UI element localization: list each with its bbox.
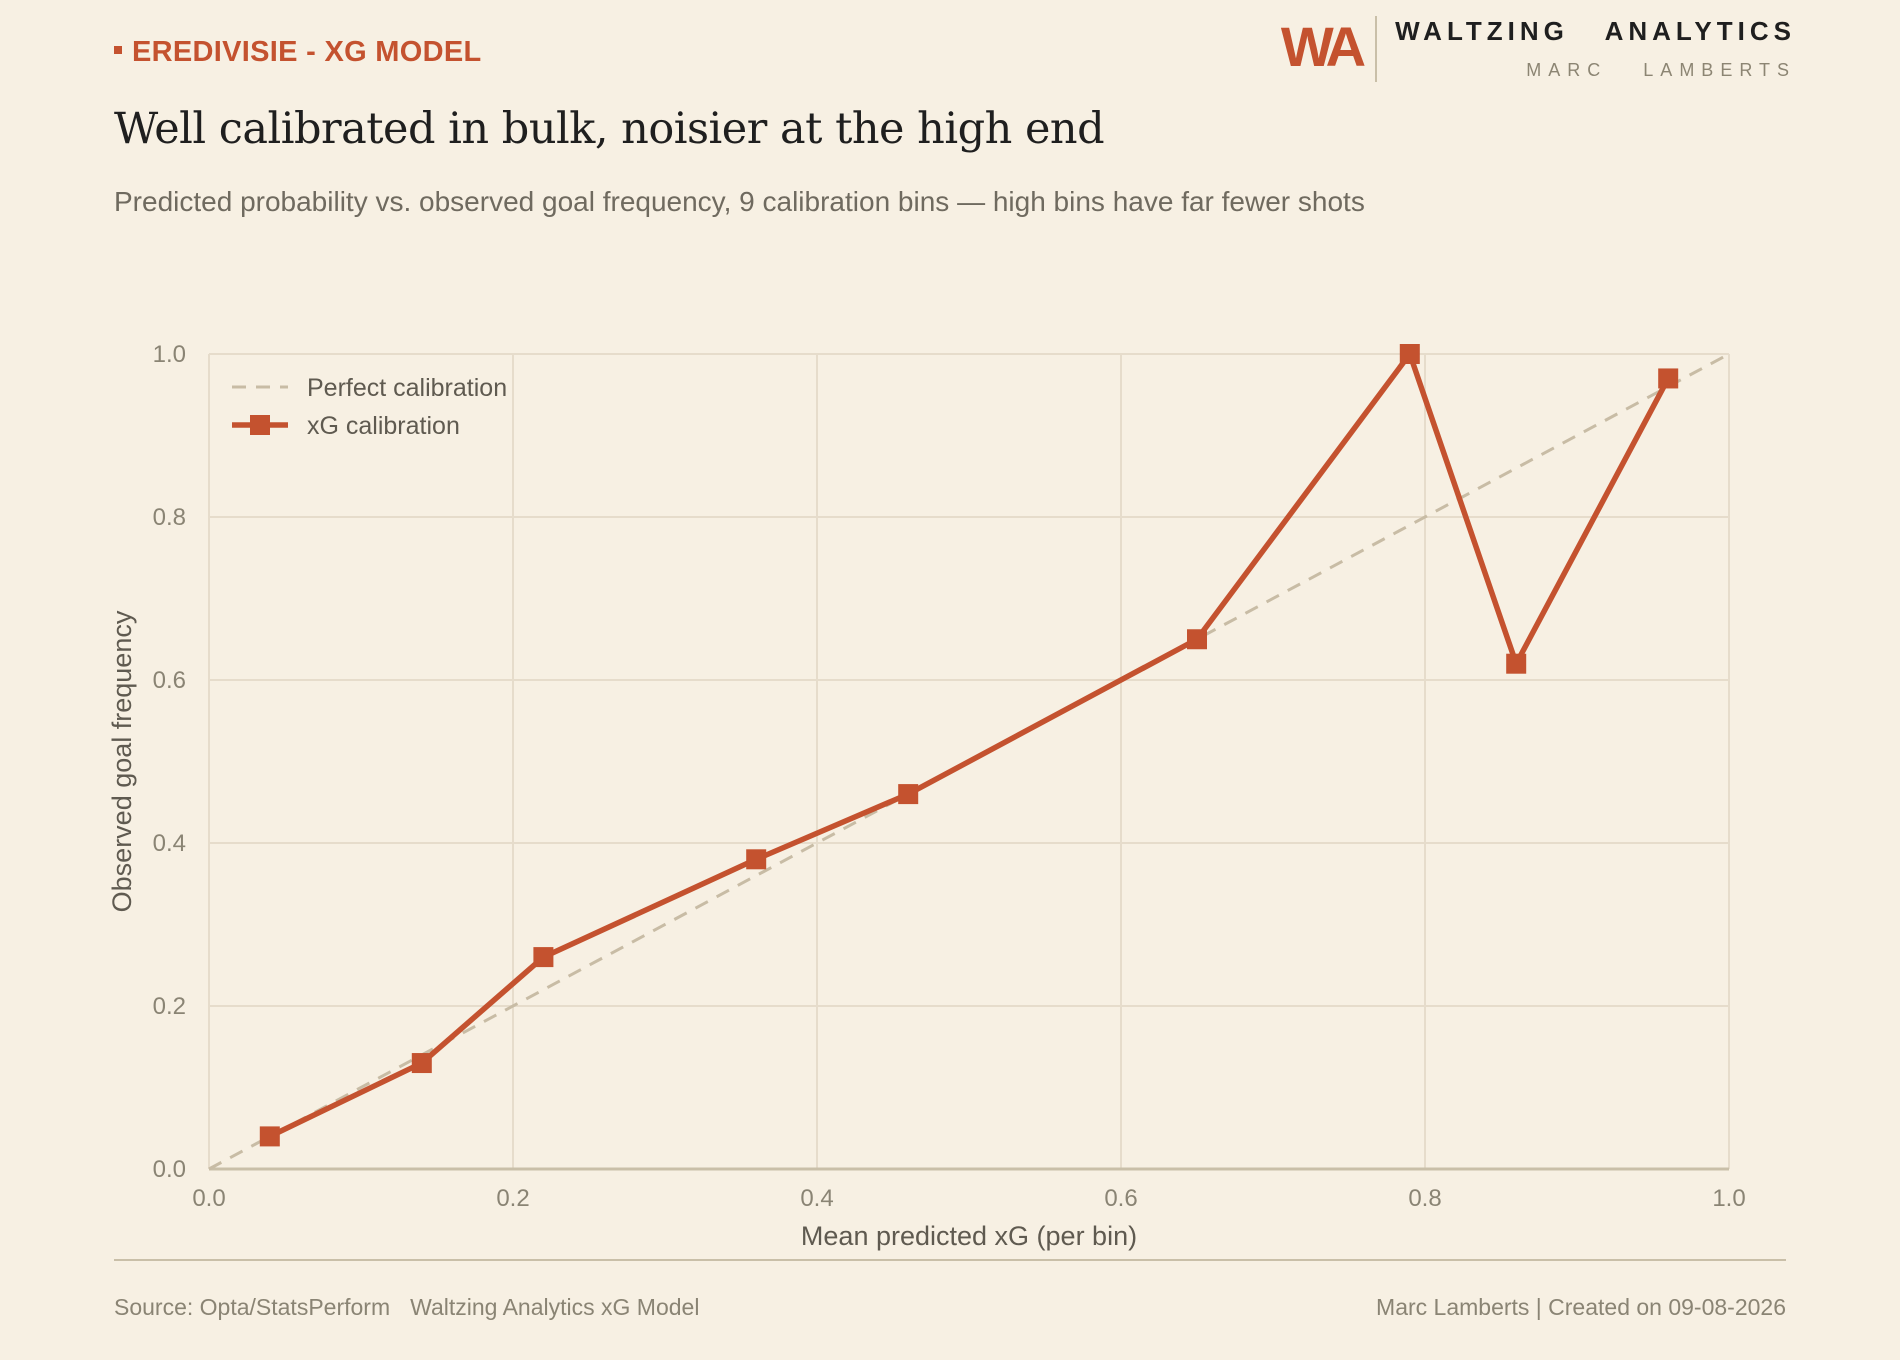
y-tick-label: 1.0 xyxy=(153,341,186,368)
x-tick-label: 0.6 xyxy=(1104,1185,1137,1212)
axis-layer: 0.0 0.2 0.4 0.6 0.8 1.0 0.0 0.2 0.4 0.6 0.8 1.0 xyxy=(153,341,1746,1212)
calibration-point xyxy=(746,849,767,870)
y-tick-label: 0.4 xyxy=(153,830,186,857)
y-tick-label: 0.0 xyxy=(153,1156,186,1183)
footer-source-block: Source: Opta/StatsPerform Waltzing Analyt… xyxy=(114,1294,699,1321)
y-tick-label: 0.6 xyxy=(153,667,186,694)
footer-source: Source: Opta/StatsPerform xyxy=(114,1294,391,1320)
legend-layer: Perfect calibration xG calibration xyxy=(232,374,507,440)
calibration-point xyxy=(1506,653,1527,674)
calibration-line xyxy=(268,351,1671,1139)
x-axis-label: Mean predicted xG (per bin) xyxy=(801,1221,1137,1251)
footer-rule xyxy=(114,1259,1786,1261)
brand-name: WALTZING ANALYTICS xyxy=(1395,16,1796,46)
x-tick-label: 0.2 xyxy=(496,1185,529,1212)
legend-calibration-marker xyxy=(250,415,270,435)
kicker: EREDIVISIE - XG MODEL xyxy=(114,36,482,69)
calibration-point xyxy=(1187,629,1207,650)
page-subtitle: Predicted probability vs. observed goal … xyxy=(114,186,1365,217)
legend-reference-label: Perfect calibration xyxy=(307,374,507,402)
brand-logo: WA xyxy=(1280,15,1366,78)
y-tick-label: 0.2 xyxy=(153,993,186,1020)
brand-divider xyxy=(1375,16,1378,82)
x-tick-label: 0.4 xyxy=(800,1185,833,1212)
y-tick-label: 0.8 xyxy=(153,504,186,531)
kicker-square-icon xyxy=(114,46,122,55)
x-tick-label: 1.0 xyxy=(1712,1185,1745,1212)
series-layer xyxy=(208,344,1730,1171)
kicker-text: EREDIVISIE - XG MODEL xyxy=(132,36,482,68)
brand-text: WALTZING ANALYTICS MARC LAMBERTS xyxy=(1395,16,1796,81)
brand-block: WA WALTZING ANALYTICS MARC LAMBERTS xyxy=(1281,16,1796,88)
legend-calibration-label: xG calibration xyxy=(307,412,460,440)
calibration-point xyxy=(259,1126,280,1147)
y-axis-label: Observed goal frequency xyxy=(107,610,137,912)
calibration-point xyxy=(1658,368,1679,389)
calibration-point xyxy=(533,947,554,968)
brand-author: MARC LAMBERTS xyxy=(1526,60,1796,80)
calibration-point xyxy=(898,784,919,805)
calibration-point xyxy=(411,1053,432,1074)
footer-credit: Marc Lamberts | Created on 09-08-2026 xyxy=(1376,1294,1786,1320)
calibration-point xyxy=(1399,344,1420,364)
x-tick-label: 0.0 xyxy=(192,1185,225,1212)
x-tick-label: 0.8 xyxy=(1408,1185,1441,1212)
footer-model: Waltzing Analytics xG Model xyxy=(410,1294,700,1320)
page-title: Well calibrated in bulk, noisier at the … xyxy=(114,104,1105,154)
